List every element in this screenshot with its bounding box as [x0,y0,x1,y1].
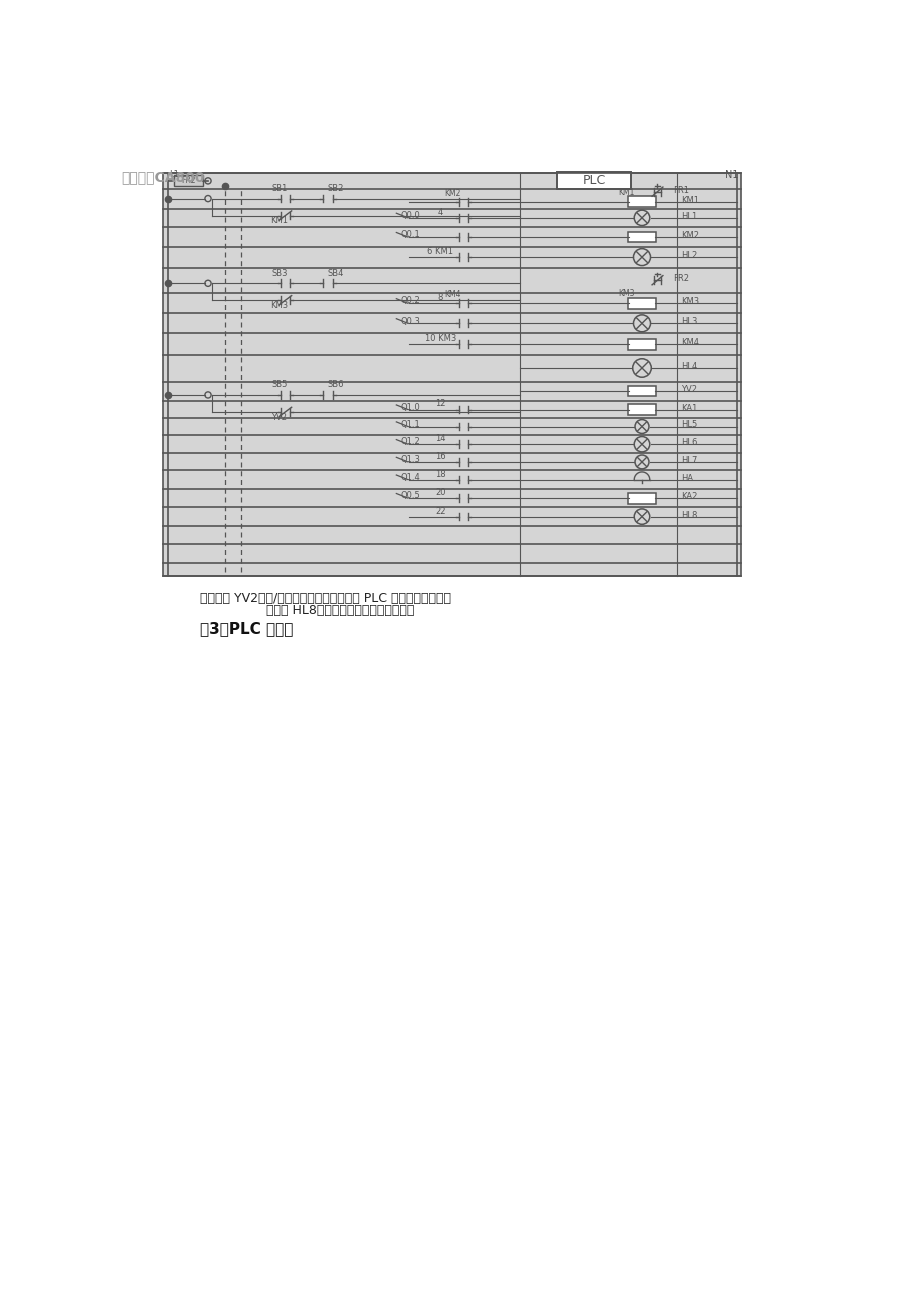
Text: PLC: PLC [582,174,605,187]
Text: 14: 14 [435,434,446,443]
Text: HL4: HL4 [680,362,697,371]
Text: FR2: FR2 [181,176,196,185]
Text: HL8: HL8 [680,510,697,519]
Text: KM3: KM3 [270,301,288,310]
Text: Q0.0: Q0.0 [400,211,419,220]
Text: HA: HA [680,474,692,483]
Text: L1: L1 [169,171,179,180]
Text: HL7: HL7 [680,456,697,465]
Bar [628,385,655,397]
Text: KM4: KM4 [680,339,698,348]
Text: YV2: YV2 [680,385,696,395]
Text: 8: 8 [437,293,443,302]
Bar [163,173,741,575]
Text: KM4: KM4 [443,290,460,299]
Text: 版权所有CA800: 版权所有CA800 [121,171,205,184]
Text: SB4: SB4 [327,268,344,277]
Text: HL1: HL1 [680,212,697,221]
Bar [174,176,203,186]
Text: Q1.3: Q1.3 [400,456,420,464]
Text: KM2: KM2 [444,189,460,198]
Bar [628,492,655,504]
Text: SB6: SB6 [327,380,344,389]
Text: SB3: SB3 [271,268,288,277]
Text: 和电磁阀 YV2的通/断；自动运行时，系统在 PLC 程序控制下运行。: 和电磁阀 YV2的通/断；自动运行时，系统在 PLC 程序控制下运行。 [200,592,450,605]
Text: FR2: FR2 [673,275,688,283]
Text: Q1.2: Q1.2 [400,437,419,447]
Text: SB2: SB2 [327,184,344,193]
Text: Q0.3: Q0.3 [400,316,420,326]
Text: KM3: KM3 [618,289,634,298]
Text: N1: N1 [724,171,738,181]
Text: Q1.1: Q1.1 [400,419,419,428]
Text: SB5: SB5 [271,380,287,389]
Text: HL2: HL2 [680,251,697,260]
Text: HL6: HL6 [680,439,697,447]
Text: FR1: FR1 [673,186,688,194]
Text: KM2: KM2 [680,230,698,240]
Text: 4: 4 [437,208,443,216]
Text: 18: 18 [435,470,446,479]
Text: KM1: KM1 [618,187,634,197]
Text: 10 KM3: 10 KM3 [425,335,456,342]
Bar [557,172,630,189]
Text: 16: 16 [435,452,446,461]
Bar [628,339,655,349]
Bar [628,404,655,415]
Text: YV2: YV2 [271,413,287,422]
Text: 22: 22 [435,506,446,516]
Text: 6 KM1: 6 KM1 [427,247,453,256]
Bar [628,197,655,207]
Text: 12: 12 [435,400,446,409]
Bar [628,298,655,309]
Text: Q0.2: Q0.2 [400,297,419,306]
Text: KM3: KM3 [680,297,698,306]
Text: Q0.5: Q0.5 [400,491,419,500]
Text: KM1: KM1 [270,216,288,225]
Text: （3）PLC 接线图: （3）PLC 接线图 [200,621,293,637]
Text: Q1.4: Q1.4 [400,473,419,482]
Text: KM1: KM1 [680,195,698,204]
Text: 20: 20 [435,488,446,497]
Text: 图中的 HL8为自动运行状态电源指示灯。: 图中的 HL8为自动运行状态电源指示灯。 [266,604,414,617]
Text: SB1: SB1 [271,184,287,193]
Text: HL3: HL3 [680,318,697,327]
Text: Q0.1: Q0.1 [400,230,419,240]
Text: KA2: KA2 [680,492,697,501]
Bar [628,232,655,242]
Text: Q1.0: Q1.0 [400,402,419,411]
Text: KA1: KA1 [680,404,697,413]
Text: HL5: HL5 [680,421,697,430]
